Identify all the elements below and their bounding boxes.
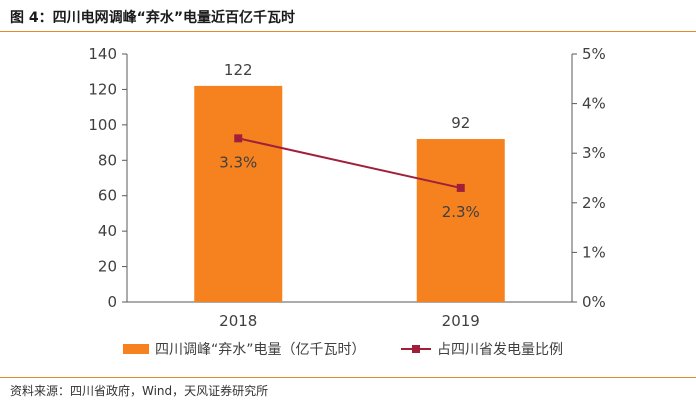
ratio-marker [234,134,243,143]
footer-divider [0,377,696,378]
legend-line-label: 占四川省发电量比例 [437,342,563,358]
x-tick-label: 2019 [442,312,480,330]
x-tick-label: 2018 [219,312,257,330]
legend-bar-swatch [123,344,149,354]
left-tick-label: 40 [98,222,117,240]
ratio-marker [456,183,465,192]
ratio-value-label: 3.3% [219,153,257,171]
left-tick-label: 80 [98,151,117,169]
right-tick-label: 1% [582,243,606,261]
x-axis: 2018 2019 [127,301,572,330]
bar-value-label: 92 [451,114,470,132]
left-tick-label: 60 [98,187,117,205]
legend-bar-label: 四川调峰“弃水”电量（亿千瓦时） [155,342,366,358]
ratio-value-label: 2.3% [442,203,480,221]
line-series: 3.3% 2.3% [219,134,480,221]
source-note: 资料来源：四川省政府，Wind，天风证券研究所 [10,384,269,398]
left-y-axis: 0 20 40 60 80 100 120 140 [88,45,128,311]
right-y-axis: 0% 1% 2% 3% 4% 5% [571,45,606,311]
right-tick-label: 4% [582,95,606,113]
right-tick-label: 5% [582,45,606,63]
ratio-line [238,137,461,189]
left-tick-label: 20 [98,258,117,276]
left-tick-label: 100 [88,116,117,134]
right-tick-label: 0% [582,293,606,311]
left-tick-label: 120 [88,80,117,98]
bar-value-label: 122 [224,61,253,79]
legend-line-marker [412,345,420,353]
title-divider [0,31,696,32]
figure-title: 图 4：四川电网调峰“弃水”电量近百亿千瓦时 [10,10,296,26]
legend: 四川调峰“弃水”电量（亿千瓦时） 占四川省发电量比例 [123,342,563,358]
right-tick-label: 3% [582,144,606,162]
bar-series: 122 92 [194,61,505,302]
left-tick-label: 140 [88,45,117,63]
bar [194,85,283,302]
bar [416,139,505,302]
left-tick-label: 0 [107,293,117,311]
right-tick-label: 2% [582,194,606,212]
